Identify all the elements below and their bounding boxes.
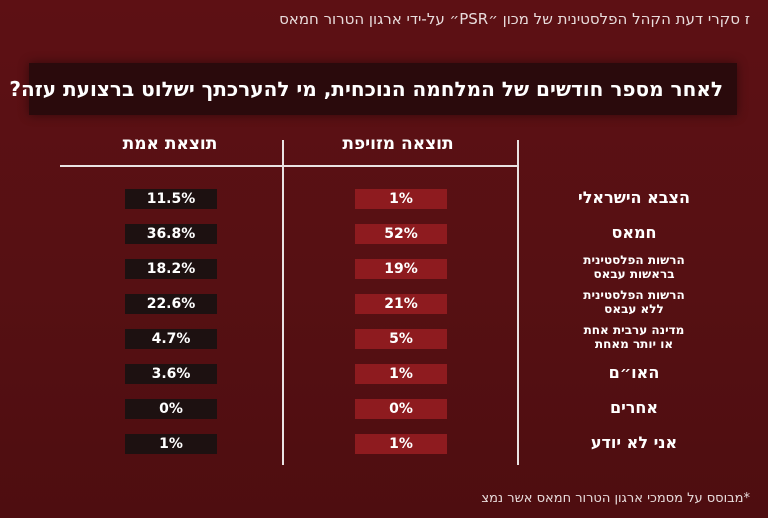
- question-bar: לאחר מספר חודשים של המלחמה הנוכחית, מי ל…: [9, 63, 737, 115]
- row-label-line: האו״ם: [608, 363, 660, 382]
- fake-value-cell: 1%: [355, 364, 447, 384]
- real-value-cell: 36.8%: [125, 224, 217, 244]
- row-label: אני לא יודע: [564, 433, 704, 452]
- row-label: חמאס: [564, 223, 704, 242]
- row-label: האו״ם: [564, 363, 704, 382]
- fake-value-cell: 0%: [355, 399, 447, 419]
- real-value-cell: 0%: [125, 399, 217, 419]
- row-label: הצבא הישראלי: [564, 188, 704, 207]
- footnote: *מבוסס על מסמכי ארגון הטרור חמאס אשר נמצ: [481, 491, 750, 506]
- fake-value-cell: 1%: [355, 189, 447, 209]
- fake-value-cell: 1%: [355, 434, 447, 454]
- row-label-line: בראשות עבאס: [593, 266, 675, 281]
- real-value-cell: 22.6%: [125, 294, 217, 314]
- fake-value-cell: 52%: [355, 224, 447, 244]
- row-label-line: הצבא הישראלי: [578, 188, 690, 207]
- real-value-cell: 1%: [125, 434, 217, 454]
- row-label-line: אחרים: [609, 398, 659, 417]
- top-caption: ז סקרי דעת הקהל הפלסטינית של מכון ״PSR״ …: [279, 10, 750, 28]
- row-label-line: אני לא יודע: [590, 433, 678, 452]
- question-title: לאחר מספר חודשים של המלחמה הנוכחית, מי ל…: [9, 77, 723, 101]
- row-label-line: הרשות הפלסטינית: [583, 288, 685, 302]
- fake-value-cell: 21%: [355, 294, 447, 314]
- column-header-real: תוצאת אמת: [122, 134, 218, 154]
- row-label-line: חמאס: [611, 223, 657, 242]
- header-underline-real: [60, 165, 282, 167]
- row-label-line: ללא עבאס: [604, 301, 664, 316]
- real-value-cell: 18.2%: [125, 259, 217, 279]
- row-label-line: מדינה ערבית אחת: [583, 323, 685, 337]
- real-value-cell: 11.5%: [125, 189, 217, 209]
- real-value-cell: 4.7%: [125, 329, 217, 349]
- fake-value-cell: 19%: [355, 259, 447, 279]
- divider-right: [517, 140, 519, 465]
- divider-left: [282, 140, 284, 465]
- row-label-line: או יותר מאחת: [594, 336, 674, 351]
- header-underline-fake: [283, 165, 517, 167]
- row-label: הרשות הפלסטינית בראשות עבאס: [564, 253, 704, 282]
- column-header-fake: תוצאה מזויפת: [342, 134, 454, 154]
- real-value-cell: 3.6%: [125, 364, 217, 384]
- fake-value-cell: 5%: [355, 329, 447, 349]
- row-label-line: הרשות הפלסטינית: [583, 253, 685, 267]
- row-label: אחרים: [564, 398, 704, 417]
- row-label: מדינה ערבית אחת או יותר מאחת: [564, 323, 704, 352]
- row-label: הרשות הפלסטינית ללא עבאס: [564, 288, 704, 317]
